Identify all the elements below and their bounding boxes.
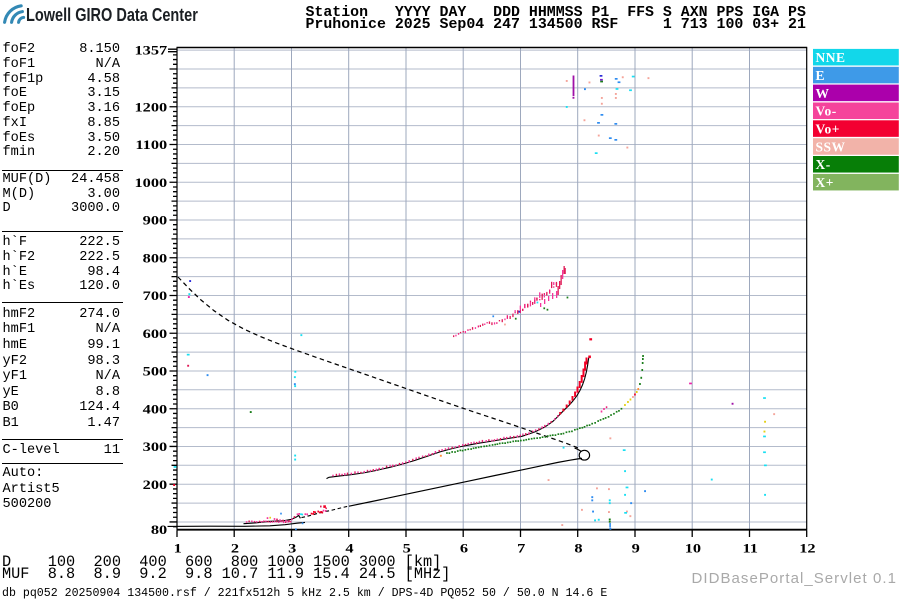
svg-text:1357: 1357 (134, 44, 167, 58)
svg-text:3: 3 (288, 542, 296, 556)
svg-text:X+: X+ (816, 175, 834, 190)
svg-text:6: 6 (460, 542, 468, 556)
svg-text:W: W (816, 86, 830, 101)
svg-text:Vo-: Vo- (816, 104, 837, 119)
svg-text:1100: 1100 (135, 139, 167, 153)
svg-text:10: 10 (685, 542, 701, 556)
svg-text:4: 4 (345, 542, 354, 556)
svg-text:800: 800 (143, 252, 168, 266)
svg-text:900: 900 (143, 214, 168, 228)
svg-text:11: 11 (742, 542, 757, 556)
svg-text:500: 500 (143, 365, 168, 379)
svg-text:NNE: NNE (816, 50, 846, 65)
svg-text:X-: X- (816, 157, 831, 172)
svg-text:1000: 1000 (134, 176, 167, 190)
svg-text:7: 7 (517, 542, 526, 556)
svg-text:2: 2 (231, 542, 239, 556)
svg-text:9: 9 (632, 542, 640, 556)
svg-text:8: 8 (574, 542, 582, 556)
svg-text:12: 12 (799, 542, 815, 556)
svg-text:1200: 1200 (134, 101, 167, 115)
svg-text:700: 700 (143, 290, 168, 304)
svg-text:200: 200 (143, 478, 168, 492)
svg-text:Vo+: Vo+ (816, 122, 840, 137)
svg-text:5: 5 (403, 542, 411, 556)
svg-text:400: 400 (143, 403, 168, 417)
svg-text:600: 600 (143, 327, 168, 341)
svg-text:80: 80 (151, 524, 167, 538)
svg-text:E: E (816, 68, 826, 83)
svg-text:SSW: SSW (816, 139, 846, 154)
svg-text:300: 300 (143, 441, 168, 455)
svg-text:1: 1 (174, 542, 182, 556)
